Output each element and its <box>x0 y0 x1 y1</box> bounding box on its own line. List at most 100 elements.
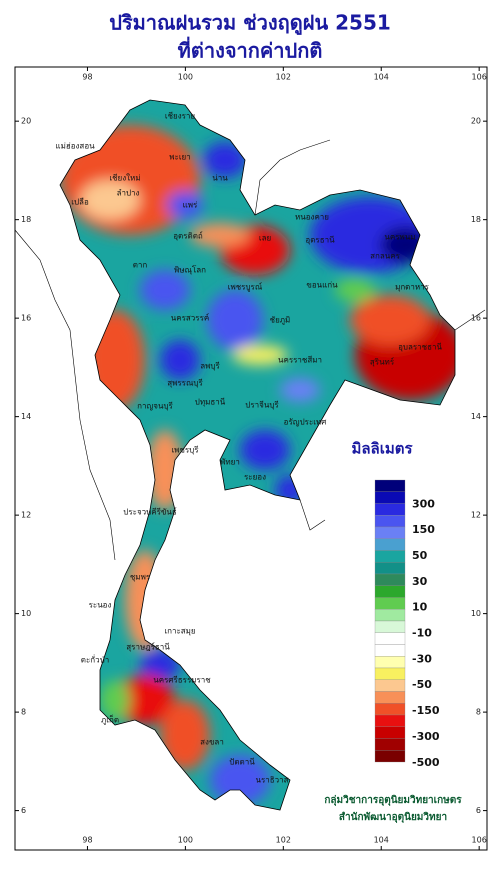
credit: กลุ่มวิชาการอุตุนิยมวิทยาเกษตร <box>324 794 462 806</box>
place-label: พัทยา <box>220 458 240 467</box>
place-label: แม่ฮ่องสอน <box>55 142 95 151</box>
place-label: อุบลราชธานี <box>398 343 442 352</box>
place-label: นครพนม <box>384 233 415 242</box>
legend-swatch <box>374 503 406 516</box>
place-label: เชียงใหม่ <box>109 174 140 183</box>
legend-swatch <box>374 726 406 739</box>
lat-label: 18 <box>471 215 481 224</box>
legend-swatch <box>374 573 406 586</box>
legend-label: 300 <box>412 497 435 510</box>
place-label: เลย <box>259 234 271 243</box>
legend-swatch <box>374 691 406 704</box>
place-label: นครสวรรค์ <box>171 313 209 323</box>
lat-label: 8 <box>21 708 26 717</box>
place-label: อุตรดิตถ์ <box>173 231 203 241</box>
legend-swatch <box>374 597 406 610</box>
legend-swatch <box>374 491 406 504</box>
lon-label: 100 <box>178 836 193 845</box>
lat-label: 20 <box>21 117 31 126</box>
legend-swatch <box>374 515 406 528</box>
lon-label: 104 <box>374 836 389 845</box>
legend-swatch <box>374 550 406 563</box>
legend-label: 50 <box>412 549 428 562</box>
neighbours <box>14 139 486 561</box>
lat-label: 20 <box>471 117 481 126</box>
legend-swatch <box>374 562 406 575</box>
legend-label: -150 <box>412 704 440 717</box>
legend-swatch <box>374 632 406 645</box>
place-label: หนองคาย <box>295 213 329 222</box>
legend-swatch <box>374 738 406 751</box>
legend-swatch <box>374 667 406 680</box>
lat-label: 14 <box>471 412 481 421</box>
title: ปริมาณฝนรวม ช่วงฤดูฝน 2551 <box>109 11 391 37</box>
place-label: ปัตตานี <box>229 758 255 767</box>
legend-label: -30 <box>412 652 432 665</box>
legend-label: -300 <box>412 730 440 743</box>
place-label: มุกดาหาร <box>395 283 430 292</box>
place-label: ชัยภูมิ <box>270 316 291 326</box>
legend-label: 10 <box>412 601 428 614</box>
place-label: เกาะสมุย <box>164 627 195 636</box>
legend-swatch <box>374 585 406 598</box>
legend-swatch <box>374 679 406 692</box>
lon-label: 102 <box>276 836 291 845</box>
lon-label: 98 <box>82 836 92 845</box>
legend-label: -500 <box>412 756 440 769</box>
subtitle: ที่ต่างจากค่าปกติ <box>178 36 323 63</box>
place-label: เพชรบูรณ์ <box>228 282 263 293</box>
lon-label: 106 <box>472 73 487 82</box>
lat-label: 8 <box>476 708 481 717</box>
lat-label: 12 <box>471 511 481 520</box>
place-label: สุรินทร์ <box>370 357 395 367</box>
place-label: ตะกั่วป่า <box>81 654 109 665</box>
place-label: สุราษฎร์ธานี <box>126 642 170 652</box>
legend-swatch <box>374 538 406 551</box>
place-label: ลำปาง <box>117 189 140 198</box>
place-label: แพร่ <box>183 201 198 210</box>
place-label: เพชรบุรี <box>171 446 199 455</box>
lon-label: 100 <box>178 73 193 82</box>
lon-label: 98 <box>82 73 92 82</box>
lat-label: 18 <box>21 215 31 224</box>
legend-swatch <box>374 656 406 669</box>
place-label: ปราจีนบุรี <box>245 401 279 410</box>
legend-swatch <box>374 644 406 657</box>
lon-label: 104 <box>374 73 389 82</box>
place-label: ชุมพร <box>130 573 151 582</box>
legend: 300 150 50 30 10 -10 -30 -50 -150 -300 -500 <box>374 479 440 769</box>
credit: สำนักพัฒนาอุตุนิยมวิทยา <box>339 811 447 823</box>
legend-swatch <box>374 750 406 763</box>
place-label: ปทุมธานี <box>195 398 226 407</box>
place-label: ขอนแก่น <box>306 281 338 290</box>
place-label: ตาก <box>133 261 148 270</box>
legend-label: 150 <box>412 523 435 536</box>
place-label: อุดรธานี <box>305 236 335 245</box>
legend-swatch <box>374 714 406 727</box>
lat-label: 16 <box>21 314 31 323</box>
place-label: ประจวบคีรีขันธ์ <box>123 507 177 517</box>
legend-swatch <box>374 620 406 633</box>
legend-title: มิลลิเมตร <box>351 440 413 458</box>
place-label: ระนอง <box>89 601 112 610</box>
legend-label: -10 <box>412 627 432 640</box>
place-label: นครศรีธรรมราช <box>153 676 211 685</box>
legend-swatch <box>374 479 406 492</box>
legend-swatch <box>374 609 406 622</box>
place-label: สงขลา <box>200 738 224 747</box>
lon-label: 102 <box>276 73 291 82</box>
lat-label: 12 <box>21 511 31 520</box>
lon-label: 106 <box>472 836 487 845</box>
legend-label: -50 <box>412 678 432 691</box>
place-label: อรัญประเทศ <box>284 418 327 427</box>
place-label: พิษณุโลก <box>174 265 206 275</box>
place-label: สุพรรณบุรี <box>167 379 203 388</box>
place-label: นครราชสีมา <box>278 356 322 365</box>
legend-label: 30 <box>412 575 428 588</box>
place-label: น่าน <box>212 174 228 183</box>
place-label: นราธิวาส <box>255 776 288 785</box>
lat-label: 6 <box>476 806 481 815</box>
place-label: ลพบุรี <box>200 362 220 371</box>
